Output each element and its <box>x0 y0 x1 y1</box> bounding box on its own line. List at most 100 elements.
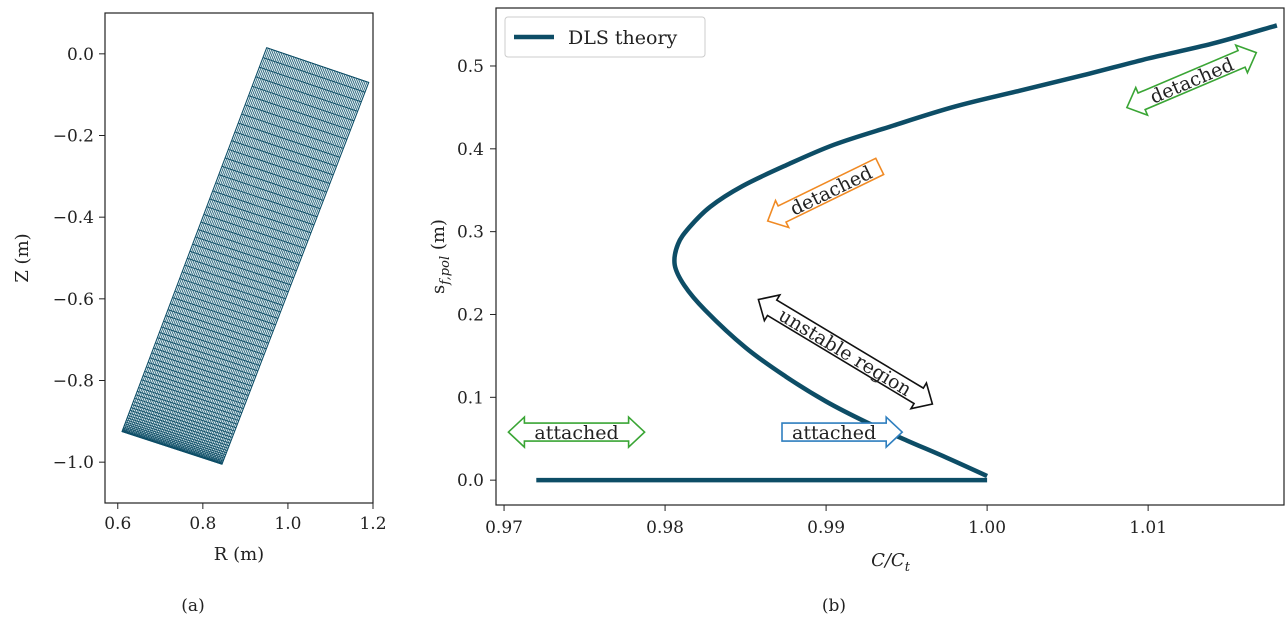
x-axis-label-b: C/Ct <box>871 550 911 575</box>
annotation-arrow-attached: attached <box>781 415 904 449</box>
annotation-label: attached <box>534 422 618 444</box>
mesh-poloidal-line <box>127 415 229 449</box>
mesh-radial-line <box>155 59 302 443</box>
y-tick-label-b: 0.2 <box>457 305 484 325</box>
mesh-poloidal-line <box>179 278 281 313</box>
arrow-shape <box>766 157 885 229</box>
mesh-poloidal-line <box>159 331 261 367</box>
mesh-poloidal-line <box>163 320 265 355</box>
mesh-radial-line <box>204 76 353 459</box>
mesh-radial-line <box>136 52 283 437</box>
mesh-poloidal-line <box>147 362 249 396</box>
mesh-poloidal-line <box>133 401 234 435</box>
annotation-arrow-attached: attached <box>507 415 646 449</box>
mesh-poloidal-line <box>161 326 263 361</box>
mesh-radial-line <box>198 74 346 457</box>
arrow-shape <box>1125 43 1258 117</box>
mesh-radial-line <box>163 62 310 446</box>
annotation-label: detached <box>787 162 876 221</box>
mesh-radial-line <box>145 55 291 440</box>
mesh-radial-line <box>161 61 308 445</box>
mesh-poloidal-line <box>259 66 362 103</box>
x-tick-label-a: 1.2 <box>359 514 386 534</box>
mesh-radial-line <box>181 68 329 452</box>
legend-box <box>504 16 706 58</box>
x-axis-label-main: C/C <box>871 550 905 571</box>
mesh-radial-line <box>173 65 320 449</box>
mesh-radial-line <box>143 55 290 439</box>
mesh-poloidal-line <box>128 412 230 447</box>
y-tick-label-a: −0.4 <box>53 208 94 228</box>
mesh-radial-line <box>208 77 356 460</box>
mesh-radial-line <box>138 53 284 438</box>
mesh-poloidal-line <box>177 284 279 319</box>
mesh-radial-line <box>168 63 315 447</box>
ticks-b: 0.97 0.98 0.99 1.00 1.01 0.0 0.1 0.2 0.3 0.4 0.5 <box>457 57 1167 538</box>
mesh-poloidal-line <box>167 309 269 344</box>
mesh-radial-line <box>196 73 344 457</box>
annotation-arrow-detached: detached <box>1125 43 1258 117</box>
mesh-radial-line <box>180 67 327 451</box>
mesh-poloidal-line <box>203 214 306 249</box>
mesh-radial-line <box>133 51 279 436</box>
mesh-poloidal-line <box>130 407 232 441</box>
mesh-radial-line <box>156 59 303 444</box>
mesh-poloidal-line <box>262 57 366 93</box>
mesh-poloidal-line <box>141 379 242 414</box>
mesh-radial-line <box>191 71 339 455</box>
mesh-radial-line <box>128 49 274 434</box>
mesh-poloidal-line <box>165 315 267 350</box>
mesh-radial-line <box>183 68 330 452</box>
mesh-radial-line <box>221 82 370 465</box>
mesh-radial-line <box>150 57 296 441</box>
mesh-poloidal-line <box>231 140 334 176</box>
mesh-poloidal-line <box>192 243 294 279</box>
panel-a-mesh-plot: 0.6 0.8 1.0 1.2 0.0 −0.2 −0.4 −0.6 −0.8 −1.0 R (m… <box>12 12 387 565</box>
mesh-poloidal-line <box>195 236 297 272</box>
mesh-poloidal-line <box>149 357 251 392</box>
mesh-radial-line <box>175 66 322 450</box>
mesh-poloidal-line <box>151 352 253 387</box>
mesh-radial-line <box>135 52 281 437</box>
mesh-poloidal-line <box>248 95 351 131</box>
mesh-poloidal-line <box>172 297 274 332</box>
y-tick-label-b: 0.5 <box>457 57 484 77</box>
mesh-radial-line <box>130 50 276 435</box>
mesh-poloidal-line <box>255 76 358 112</box>
y-tick-label-a: −0.6 <box>53 290 94 310</box>
mesh-radial-line <box>171 64 319 448</box>
mesh-poloidal-line <box>137 390 238 425</box>
mesh-radial-line <box>148 56 295 441</box>
mesh-poloidal-line <box>132 404 233 438</box>
annotation-arrow-unstable-region: unstable region <box>757 293 934 410</box>
mesh-poloidal-line <box>135 394 237 429</box>
caption-b: (b) <box>822 596 846 616</box>
mesh-radial-line <box>203 75 351 459</box>
mesh-poloidal-line <box>228 148 331 184</box>
mesh-radial-line <box>166 63 313 447</box>
mesh-poloidal-line <box>241 113 344 149</box>
mesh-radial-line <box>160 60 307 445</box>
mesh-poloidal-line <box>122 430 223 465</box>
mesh-poloidal-line <box>138 387 239 421</box>
x-tick-label-a: 1.0 <box>274 514 301 534</box>
mesh-poloidal-line <box>221 165 324 201</box>
y-axis-label-b: sf,pol (m) <box>428 219 453 294</box>
mesh-radial-line <box>216 80 364 463</box>
mesh-radial-line <box>213 79 361 462</box>
mesh-radial-line <box>131 51 278 435</box>
mesh-poloidal-line <box>244 104 348 140</box>
arrow-shape <box>507 415 646 449</box>
x-tick-label-b: 0.98 <box>646 518 684 538</box>
mesh-radial-line <box>121 47 267 432</box>
series-lines <box>536 23 1278 483</box>
mesh-poloidal-line <box>209 198 312 234</box>
x-axis-label-sub: t <box>905 560 911 575</box>
x-tick-label-b: 0.99 <box>807 518 845 538</box>
mesh-radial-line <box>170 64 317 448</box>
mesh-radial-line <box>151 57 298 442</box>
annotation-arrow-detached: detached <box>766 157 885 229</box>
mesh-radial-line <box>165 62 312 446</box>
axes-frame-a <box>104 12 374 504</box>
mesh-radial-line <box>153 58 300 443</box>
